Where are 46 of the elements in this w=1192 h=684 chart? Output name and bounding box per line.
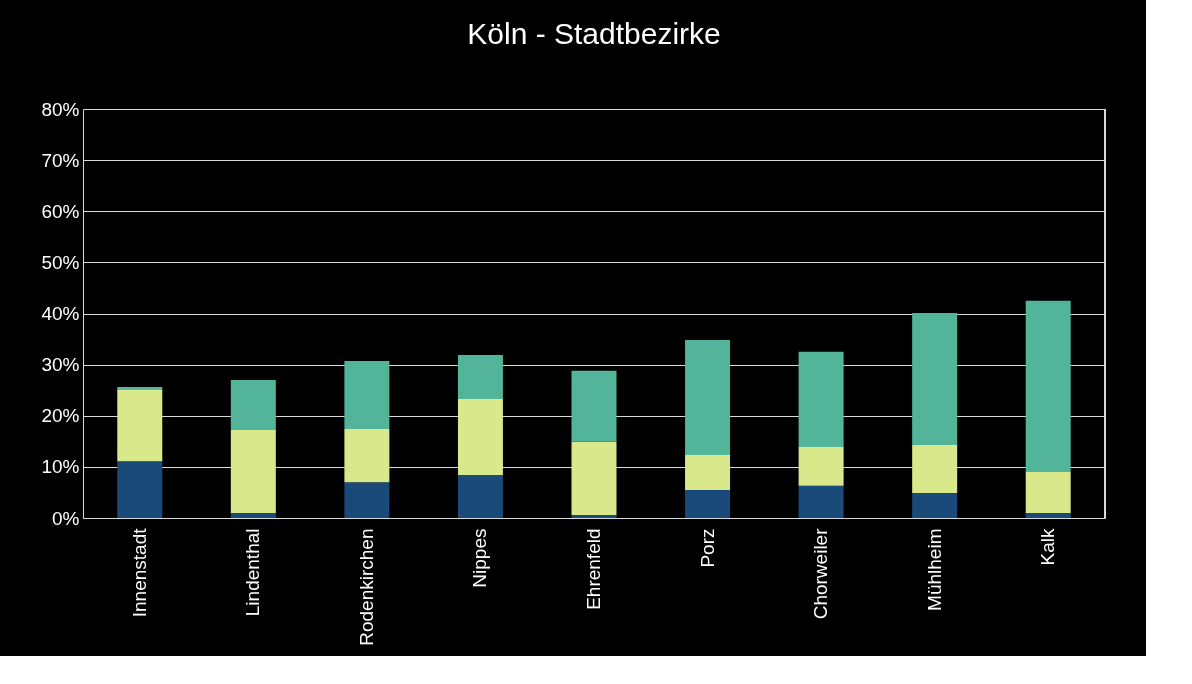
bar (344, 482, 390, 518)
bar (571, 514, 617, 518)
x-tick-label: Nippes (469, 528, 491, 588)
bar (798, 351, 844, 447)
bar (457, 475, 503, 518)
x-tick-label: Innenstadt (128, 527, 150, 618)
y-tick-label: 30% (41, 354, 80, 376)
y-tick-label: 20% (41, 405, 80, 427)
y-tick-label: 40% (41, 303, 80, 324)
bar (117, 389, 163, 462)
bar (685, 455, 731, 490)
bar (912, 492, 958, 518)
bar (685, 489, 731, 518)
x-tick-label: Ehrenfeld (583, 528, 604, 610)
y-tick-label: 0% (52, 507, 80, 529)
bar (571, 370, 617, 442)
x-tick-label: Porz (696, 528, 718, 568)
y-tick-label: 70% (41, 149, 80, 171)
bar (344, 429, 390, 483)
y-tick-label: 50% (41, 251, 80, 273)
x-tick-label: Lindenthal (242, 528, 264, 617)
y-tick-label: 60% (41, 200, 80, 222)
bar (798, 446, 844, 486)
y-tick-label: 80% (41, 98, 80, 120)
bar (457, 398, 503, 476)
bar (1025, 300, 1071, 472)
y-tick-label: 10% (41, 456, 80, 478)
x-tick-label: Kalk (1037, 528, 1059, 566)
bar (685, 340, 731, 456)
bar (230, 430, 276, 513)
bar (571, 441, 617, 515)
bar (230, 379, 276, 431)
bar (912, 444, 958, 493)
bar (912, 312, 958, 445)
x-tick-label: Mühlheim (923, 528, 945, 611)
bar (230, 512, 276, 518)
bar (457, 354, 503, 399)
x-tick-label: Chorweiler (810, 527, 832, 620)
bar (798, 485, 844, 518)
bar (117, 461, 163, 518)
bar (344, 361, 390, 430)
x-tick-label: Rodenkirchen (355, 528, 377, 646)
chart-title: Köln - Stadtbezirke (467, 17, 721, 50)
bar (1025, 471, 1071, 513)
bar (117, 387, 163, 390)
bar (1025, 512, 1071, 518)
